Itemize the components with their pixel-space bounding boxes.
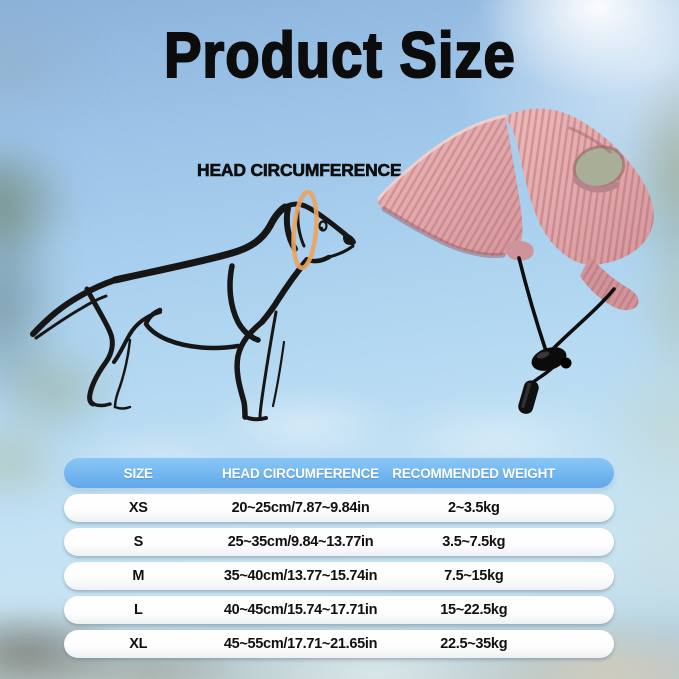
cell-head: 25~35cm/9.84~13.77in (227, 534, 374, 550)
cell-weight: 7.5~15kg (444, 568, 504, 584)
cell-head: 40~45cm/15.74~17.71in (223, 602, 378, 618)
page-title: Product Size (163, 19, 516, 91)
cell-size: L (133, 602, 143, 618)
cell-head: 45~55cm/17.71~21.65in (223, 636, 378, 652)
size-table: SIZE HEAD CIRCUMFERENCE RECOMMENDED WEIG… (64, 458, 614, 658)
table-row: M 35~40cm/13.77~15.74in 7.5~15kg (64, 562, 614, 590)
cell-head: 20~25cm/7.87~9.84in (231, 500, 370, 516)
table-row: L 40~45cm/15.74~17.71in 15~22.5kg (64, 596, 614, 624)
table-row: XS 20~25cm/7.87~9.84in 2~3.5kg (64, 494, 614, 522)
cell-size: XL (129, 636, 148, 652)
cell-weight: 2~3.5kg (447, 500, 500, 516)
cell-head: 35~40cm/13.77~15.74in (223, 568, 378, 584)
cell-weight: 15~22.5kg (440, 602, 508, 618)
table-row: S 25~35cm/9.84~13.77in 3.5~7.5kg (64, 528, 614, 556)
cell-size: XS (128, 500, 148, 516)
table-row: XL 45~55cm/17.71~21.65in 22.5~35kg (64, 630, 614, 658)
cell-size: M (132, 568, 145, 584)
col-header-weight: RECOMMENDED WEIGHT (392, 465, 556, 481)
size-table-header: SIZE HEAD CIRCUMFERENCE RECOMMENDED WEIG… (64, 458, 614, 488)
head-circumference-label: HEAD CIRCUMFERENCE (197, 160, 402, 181)
cell-weight: 22.5~35kg (440, 636, 508, 652)
col-header-size: SIZE (123, 465, 153, 481)
cell-size: S (133, 534, 144, 550)
cell-weight: 3.5~7.5kg (442, 534, 506, 550)
col-header-head: HEAD CIRCUMFERENCE (222, 465, 379, 481)
